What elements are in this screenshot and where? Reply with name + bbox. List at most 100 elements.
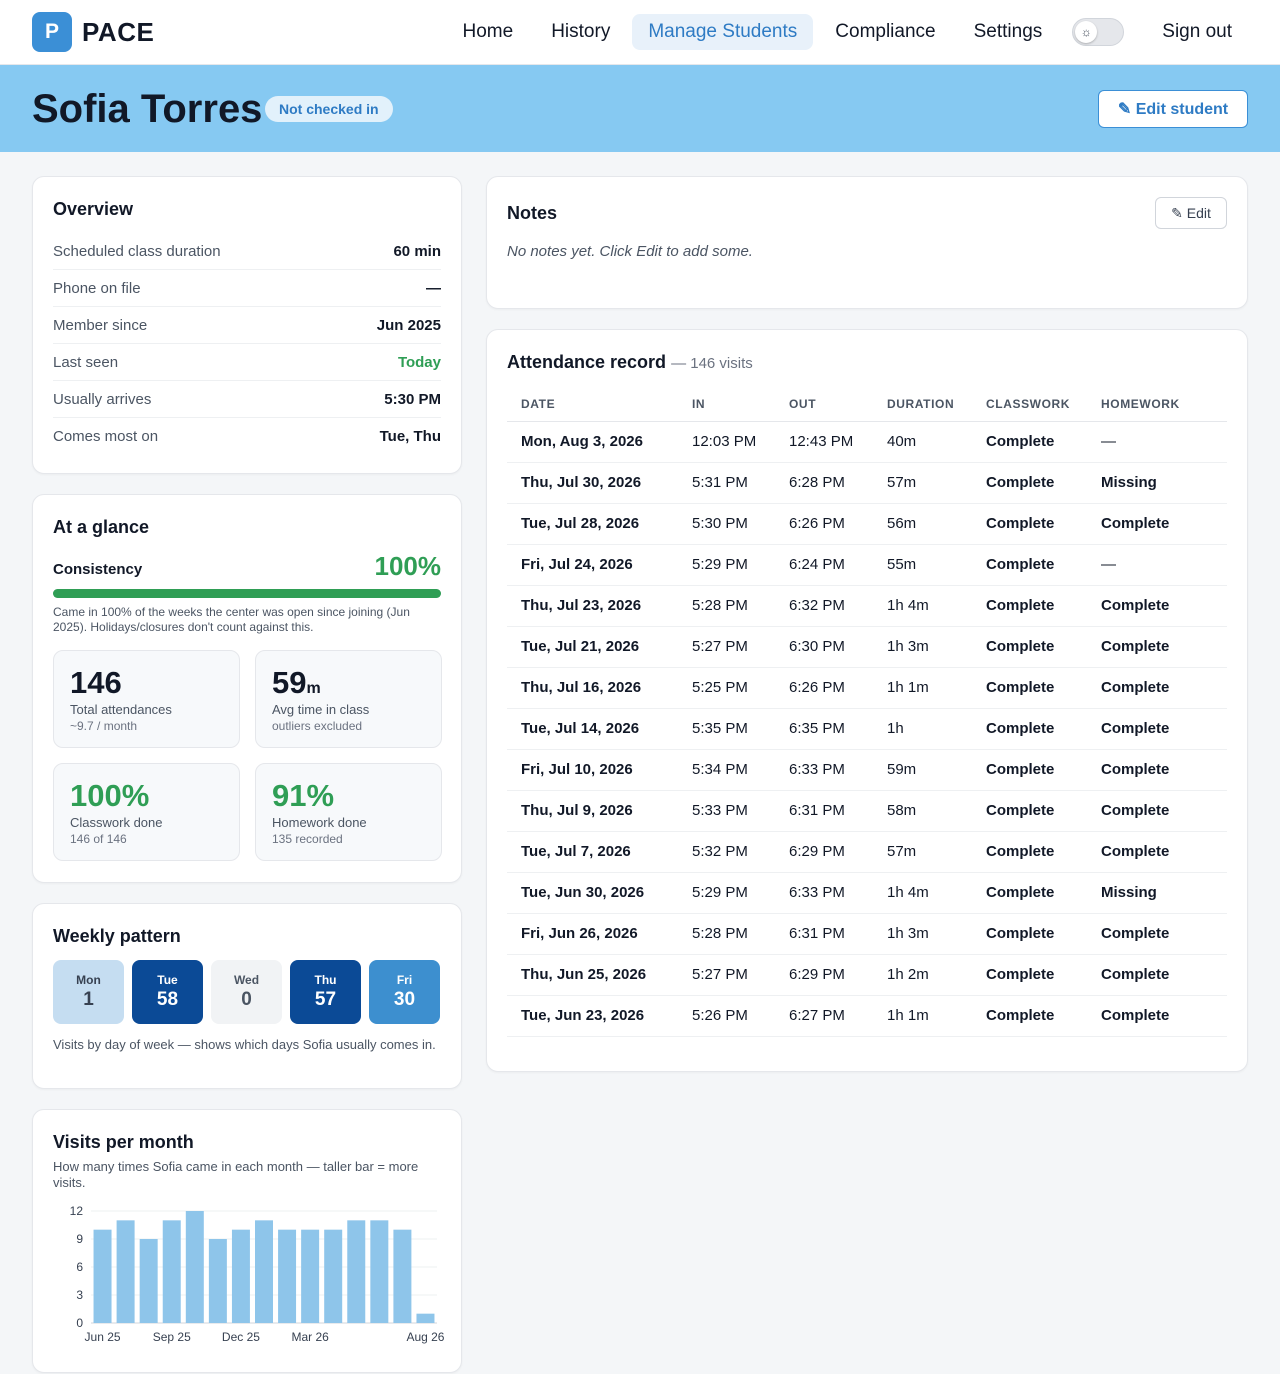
bar-jan-26[interactable] <box>255 1220 273 1323</box>
stat-label: Avg time in class <box>272 702 370 717</box>
y-tick-label: 3 <box>76 1288 83 1302</box>
attendance-row[interactable]: Thu, Jul 16, 2026 5:25 PM 6:26 PM 1h 1m Comp… <box>507 667 1227 709</box>
bar-nov-25[interactable] <box>208 1239 227 1323</box>
x-tick-label: Aug 26 <box>406 1330 444 1344</box>
y-tick-label: 12 <box>70 1204 84 1218</box>
cell-homework: Complete <box>1087 585 1227 627</box>
col-header-duration[interactable]: DURATION <box>873 388 972 422</box>
cell-homework: Complete <box>1087 954 1227 996</box>
bar-may-26[interactable] <box>347 1220 366 1323</box>
stat-label: Classwork done <box>70 815 163 830</box>
bar-apr-26[interactable] <box>324 1229 343 1323</box>
cell-homework: Complete <box>1087 503 1227 545</box>
visits-per-month-card: Visits per month How many times Sofia ca… <box>32 1109 462 1373</box>
col-header-out[interactable]: OUT <box>775 388 873 422</box>
attendance-row[interactable]: Fri, Jul 10, 2026 5:34 PM 6:33 PM 59m Comple… <box>507 749 1227 791</box>
attendance-row[interactable]: Tue, Jul 14, 2026 5:35 PM 6:35 PM 1h Complet… <box>507 708 1227 750</box>
bar-aug-25[interactable] <box>139 1239 158 1323</box>
bar-jun-25[interactable] <box>93 1229 112 1323</box>
stat-value: 146 <box>70 665 122 700</box>
cell-classwork: Complete <box>972 913 1087 955</box>
cell-date: Tue, Jul 7, 2026 <box>507 831 678 873</box>
nav-link-manage-students[interactable]: Manage Students <box>632 14 814 50</box>
attendance-row[interactable]: Tue, Jul 7, 2026 5:32 PM 6:29 PM 57m Complet… <box>507 831 1227 873</box>
nav-link-compliance[interactable]: Compliance <box>835 21 936 42</box>
bar-jul-26[interactable] <box>393 1229 412 1323</box>
attendance-row[interactable]: Tue, Jul 28, 2026 5:30 PM 6:26 PM 56m Comple… <box>507 503 1227 545</box>
consistency-label: Consistency <box>53 561 143 578</box>
attendance-row[interactable]: Thu, Jun 25, 2026 5:27 PM 6:29 PM 1h 2m Comp… <box>507 954 1227 996</box>
cell-classwork: Complete <box>972 749 1087 791</box>
col-header-classwork[interactable]: CLASSWORK <box>972 388 1087 422</box>
attendance-count: — 146 visits <box>671 355 753 372</box>
bar-aug-26[interactable] <box>416 1313 435 1323</box>
cell-out: 6:33 PM <box>775 872 873 914</box>
cell-in: 5:28 PM <box>678 585 775 627</box>
bar-mar-26[interactable] <box>301 1229 320 1323</box>
bar-sep-25[interactable] <box>162 1220 181 1323</box>
bar-jun-26[interactable] <box>370 1220 389 1323</box>
attendance-row[interactable]: Fri, Jun 26, 2026 5:28 PM 6:31 PM 1h 3m Comp… <box>507 913 1227 955</box>
attendance-row[interactable]: Mon, Aug 3, 2026 12:03 PM 12:43 PM 40m Compl… <box>507 421 1227 463</box>
cell-duration: 57m <box>873 462 972 504</box>
visits-bar-chart: 0 3 6 9 12 Jun 25 Sep 25 Dec 25 Mar 26 Aug 26 <box>70 1204 445 1344</box>
overview-row: Comes most on Tue, Thu <box>53 418 441 455</box>
cell-in: 5:25 PM <box>678 667 775 709</box>
nav-link-home[interactable]: Home <box>462 21 514 42</box>
bar-jul-25[interactable] <box>116 1220 135 1323</box>
attendance-row[interactable]: Tue, Jun 30, 2026 5:29 PM 6:33 PM 1h 4m Comp… <box>507 872 1227 914</box>
cell-out: 6:32 PM <box>775 585 873 627</box>
overview-row: Member since Jun 2025 <box>53 307 441 344</box>
overview-row: Phone on file — <box>53 270 441 307</box>
overview-card: Overview Scheduled class duration 60 min P… <box>32 176 462 474</box>
sign-out-link[interactable]: Sign out <box>1162 21 1232 42</box>
stat-sublabel: ~9.7 / month <box>70 719 138 733</box>
col-header-homework[interactable]: HOMEWORK <box>1087 388 1227 422</box>
attendance-row[interactable]: Thu, Jul 30, 2026 5:31 PM 6:28 PM 57m Comple… <box>507 462 1227 504</box>
theme-toggle[interactable]: ☼ <box>1072 18 1125 46</box>
col-header-in[interactable]: IN <box>678 388 775 422</box>
attendance-row[interactable]: Fri, Jul 24, 2026 5:29 PM 6:24 PM 55m Comple… <box>507 544 1227 586</box>
col-header-date[interactable]: DATE <box>507 388 678 422</box>
weekly-note: Visits by day of week — shows which days… <box>53 1037 436 1052</box>
cell-date: Thu, Jul 30, 2026 <box>507 462 678 504</box>
cell-duration: 1h 1m <box>873 667 972 709</box>
stat-homework-done: 91% Homework done 135 recorded <box>255 763 442 861</box>
attendance-row[interactable]: Thu, Jul 23, 2026 5:28 PM 6:32 PM 1h 4m Comp… <box>507 585 1227 627</box>
cell-duration: 1h 4m <box>873 585 972 627</box>
bar-oct-25[interactable] <box>185 1211 204 1323</box>
cell-homework: Complete <box>1087 995 1227 1037</box>
nav-link-history[interactable]: History <box>551 21 611 42</box>
cell-homework: Complete <box>1087 749 1227 791</box>
brand[interactable]: P PACE <box>32 12 154 52</box>
bar-dec-25[interactable] <box>231 1229 250 1323</box>
cell-date: Fri, Jul 24, 2026 <box>507 544 678 586</box>
bar-feb-26[interactable] <box>278 1229 297 1323</box>
weekday-tile-thu: Thu 57 <box>290 960 361 1024</box>
edit-student-button[interactable]: ✎ Edit student <box>1098 90 1248 128</box>
weekday-name: Wed <box>233 973 260 987</box>
cell-duration: 1h 3m <box>873 913 972 955</box>
cell-out: 6:26 PM <box>775 503 873 545</box>
status-badge: Not checked in <box>265 96 393 122</box>
attendance-row[interactable]: Thu, Jul 9, 2026 5:33 PM 6:31 PM 58m Complet… <box>507 790 1227 832</box>
sun-icon: ☼ <box>1075 21 1098 43</box>
at-a-glance-card: At a glance Consistency 100% Came in 100… <box>32 494 462 883</box>
consistency-bar <box>53 589 441 598</box>
weekday-name: Fri <box>396 973 413 987</box>
notes-edit-button[interactable]: ✎ Edit <box>1155 197 1227 229</box>
consistency-note: Came in 100% of the weeks the center was… <box>53 605 410 634</box>
y-tick-label: 9 <box>76 1232 83 1246</box>
cell-classwork: Complete <box>972 872 1087 914</box>
cell-duration: 56m <box>873 503 972 545</box>
cell-classwork: Complete <box>972 790 1087 832</box>
y-tick-label: 6 <box>76 1260 83 1274</box>
cell-date: Tue, Jun 23, 2026 <box>507 995 678 1037</box>
attendance-row[interactable]: Tue, Jun 23, 2026 5:26 PM 6:27 PM 1h 1m Comp… <box>507 995 1227 1037</box>
overview-title: Overview <box>53 199 134 219</box>
attendance-row[interactable]: Tue, Jul 21, 2026 5:27 PM 6:30 PM 1h 3m Comp… <box>507 626 1227 668</box>
attendance-table: DATE IN OUT DURATION CLASSWORK HOMEWORK … <box>507 388 1227 1037</box>
cell-out: 6:29 PM <box>775 831 873 873</box>
cell-in: 5:35 PM <box>678 708 775 750</box>
nav-link-settings[interactable]: Settings <box>973 21 1043 42</box>
